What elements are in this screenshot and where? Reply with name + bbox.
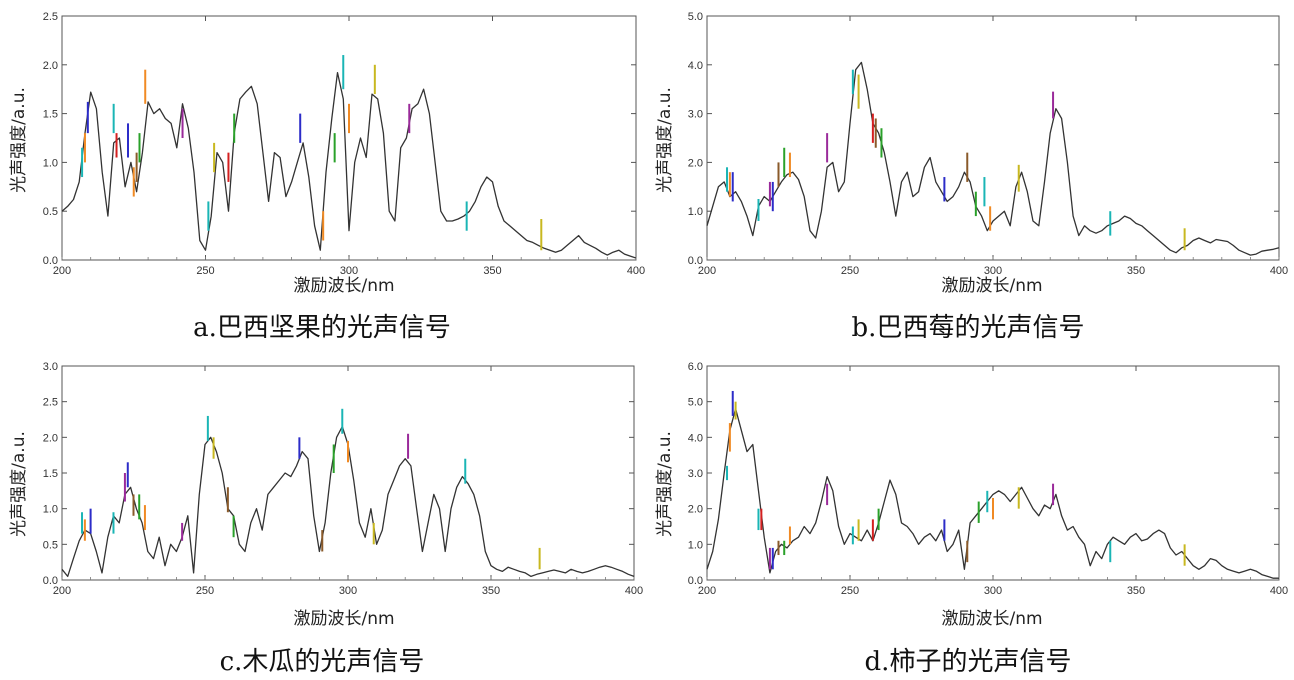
x-tick-label-a: 300 [340, 265, 358, 277]
y-tick-label-a: 0.5 [43, 206, 58, 218]
y-tick-label-c: 2.5 [43, 397, 58, 409]
y-tick-label-c: 0.5 [43, 539, 58, 551]
xlabel-d: 激励波长/nm [941, 609, 1042, 629]
xlabel-a: 激励波长/nm [293, 276, 394, 296]
x-tick-label-c: 300 [339, 585, 357, 597]
x-tick-label-a: 350 [483, 265, 501, 277]
y-tick-label-c: 1.0 [43, 504, 58, 516]
x-tick-label-d: 200 [698, 585, 716, 597]
caption-c: c.木瓜的光声信号 [220, 647, 425, 677]
y-tick-label-d: 3.0 [688, 468, 703, 480]
x-tick-label-a: 250 [196, 265, 214, 277]
caption-b: b.巴西莓的光声信号 [852, 313, 1085, 343]
ylabel-d: 光声强度/a.u. [655, 431, 675, 537]
xlabel-b: 激励波长/nm [941, 276, 1042, 296]
xlabel-c: 激励波长/nm [293, 609, 394, 629]
x-tick-label-b: 350 [1127, 265, 1145, 277]
plot-frame-b [706, 15, 1280, 261]
x-tick-label-a: 400 [627, 265, 645, 277]
y-tick-label-d: 1.0 [688, 539, 703, 551]
y-tick-label-d: 6.0 [688, 361, 703, 373]
y-tick-label-d: 5.0 [688, 397, 703, 409]
y-tick-label-b: 0.0 [688, 255, 703, 267]
x-tick-label-d: 400 [1270, 585, 1288, 597]
plot-frame-c [61, 365, 635, 581]
x-tick-label-c: 250 [196, 585, 214, 597]
x-tick-label-b: 250 [841, 265, 859, 277]
y-tick-label-d: 0.0 [688, 575, 703, 587]
panel-b: 光声强度/a.u. 激励波长/nm b.巴西莓的光声信号 200 250 300 35… [655, 11, 1288, 343]
y-tick-label-d: 4.0 [688, 432, 703, 444]
y-tick-label-b: 2.0 [688, 157, 703, 169]
panel-a: 光声强度/a.u. 激励波长/nm a.巴西坚果的光声信号 200 250 300 3… [9, 11, 645, 343]
y-tick-label-c: 1.5 [43, 468, 58, 480]
x-tick-label-c: 400 [625, 585, 643, 597]
x-tick-label-c: 200 [53, 585, 71, 597]
y-tick-label-b: 1.0 [688, 206, 703, 218]
x-tick-label-b: 300 [984, 265, 1002, 277]
panel-d: 光声强度/a.u. 激励波长/nm d.柿子的光声信号 200 250 300 350… [655, 361, 1288, 677]
plot-frame-d [706, 365, 1280, 581]
y-tick-label-a: 1.0 [43, 157, 58, 169]
ylabel-b: 光声强度/a.u. [655, 87, 675, 193]
y-tick-label-d: 2.0 [688, 504, 703, 516]
x-tick-label-b: 200 [698, 265, 716, 277]
ylabel-a: 光声强度/a.u. [9, 87, 29, 193]
y-tick-label-a: 0.0 [43, 255, 58, 267]
x-tick-label-b: 400 [1270, 265, 1288, 277]
y-tick-label-c: 3.0 [43, 361, 58, 373]
caption-d: d.柿子的光声信号 [865, 647, 1072, 677]
y-tick-label-a: 2.5 [43, 11, 58, 23]
x-tick-label-a: 200 [53, 265, 71, 277]
x-tick-label-d: 250 [841, 585, 859, 597]
y-tick-label-a: 1.5 [43, 109, 58, 121]
panel-c: 光声强度/a.u. 激励波长/nm c.木瓜的光声信号 200 250 300 350… [9, 361, 643, 677]
y-tick-label-b: 5.0 [688, 11, 703, 23]
ylabel-c: 光声强度/a.u. [9, 431, 29, 537]
caption-a: a.巴西坚果的光声信号 [193, 313, 451, 343]
y-tick-label-a: 2.0 [43, 60, 58, 72]
y-tick-label-b: 3.0 [688, 109, 703, 121]
y-tick-label-c: 2.0 [43, 432, 58, 444]
x-tick-label-d: 300 [984, 585, 1002, 597]
x-tick-label-c: 350 [482, 585, 500, 597]
x-tick-label-d: 350 [1127, 585, 1145, 597]
y-tick-label-b: 4.0 [688, 60, 703, 72]
y-tick-label-c: 0.0 [43, 575, 58, 587]
